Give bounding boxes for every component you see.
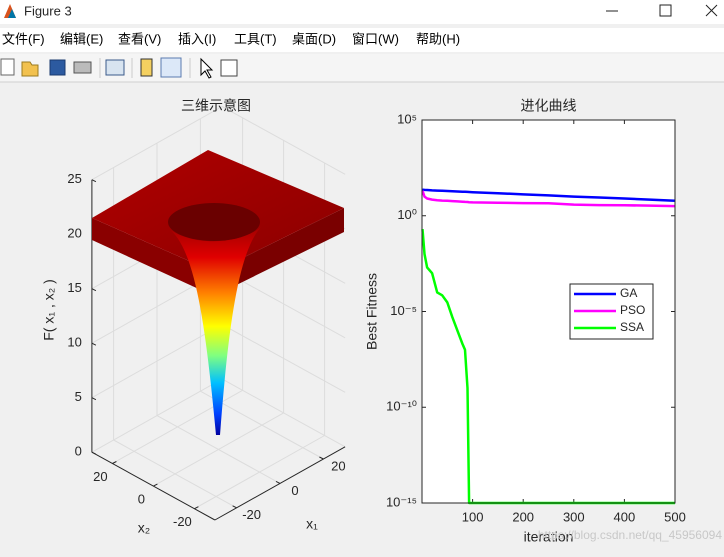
x-tick-label: 20	[331, 458, 345, 473]
x-tick-label: 500	[664, 509, 686, 524]
maximize-button[interactable]	[659, 4, 672, 17]
y-grid-line	[194, 435, 325, 510]
menu-item[interactable]: 帮助(H)	[416, 31, 460, 46]
surface-funnel	[168, 226, 262, 435]
series-line	[421, 190, 676, 208]
legend-label: GA	[620, 286, 637, 300]
title-bar	[0, 0, 724, 24]
charts: 100 200 300 400 500 10⁵ 10⁰ 10⁻⁵ 10⁻¹⁰ 10⁻¹⁵ GA PSO…	[364, 98, 686, 545]
app-icon	[4, 4, 16, 18]
close-button[interactable]	[705, 4, 718, 17]
z-tick-label: 0	[75, 444, 82, 459]
legend-label: PSO	[620, 303, 645, 317]
surface	[92, 150, 344, 435]
z-tick	[91, 288, 97, 292]
surface-edge	[214, 208, 344, 296]
z-tick	[91, 342, 97, 346]
menu-item[interactable]: 编辑(E)	[60, 31, 103, 46]
z-axis-label: F( x₁ , x₂ )	[41, 279, 57, 340]
x-tick	[319, 456, 324, 460]
y-tick	[112, 461, 117, 464]
save-button[interactable]	[49, 59, 66, 76]
x-axis-label: x₁	[306, 516, 318, 532]
y-tick	[194, 506, 199, 510]
x-tick-label: 0	[291, 483, 298, 498]
y-tick-label: 10⁻¹⁰	[386, 399, 417, 414]
x-tick-label: 300	[563, 509, 585, 524]
legend-label: SSA	[620, 320, 644, 334]
z-tick	[91, 451, 97, 455]
y-grid-line	[153, 412, 284, 487]
open-button[interactable]	[21, 61, 39, 77]
y-tick-label: -20	[173, 514, 192, 529]
chart-title: 进化曲线	[521, 98, 577, 114]
menu-item[interactable]: 工具(T)	[234, 31, 277, 46]
legend-button[interactable]	[160, 57, 182, 78]
x-tick	[232, 505, 237, 509]
menu-item[interactable]: 查看(V)	[118, 31, 161, 46]
menu-item[interactable]: 桌面(D)	[292, 31, 336, 46]
z-tick-label: 5	[75, 389, 82, 404]
z-tick	[91, 179, 97, 183]
z-tick-label: 20	[67, 226, 81, 241]
menu-item[interactable]: 文件(F)	[2, 31, 45, 46]
legend: GA PSO SSA	[569, 283, 654, 340]
z-tick	[91, 397, 97, 401]
surface-hole	[168, 203, 260, 241]
x-tick-label: -20	[242, 507, 261, 522]
y-tick-label: 10⁻⁵	[390, 303, 417, 318]
series-line	[422, 188, 676, 203]
surface-edge	[92, 218, 214, 296]
y-tick-label: 20	[93, 469, 107, 484]
y-tick-label: 10⁻¹⁵	[386, 494, 417, 509]
z-tick-label: 10	[67, 335, 81, 350]
menu-bar	[0, 28, 724, 52]
y-axis-label: x₂	[138, 520, 150, 536]
z-tick-label: 25	[67, 171, 81, 186]
x-tick-label: 200	[512, 509, 534, 524]
x-tick	[275, 480, 281, 484]
new-figure-button[interactable]	[0, 58, 15, 76]
window-title: Figure 3	[24, 3, 72, 18]
y-tick-label: 10⁰	[397, 207, 417, 222]
watermark: https://blog.csdn.net/qq_45956094	[538, 528, 722, 542]
x-tick-label: 400	[614, 509, 636, 524]
window-controls[interactable]	[606, 4, 718, 17]
x-axis-label: iteration	[524, 529, 574, 545]
plot-frame	[421, 119, 676, 504]
z-tick-label: 15	[67, 280, 81, 295]
y-tick-label: 10⁵	[397, 111, 417, 126]
print-button[interactable]	[73, 61, 92, 74]
colorbar-button[interactable]	[140, 58, 153, 77]
toolbar-icons[interactable]	[0, 57, 238, 79]
y-tick	[153, 483, 158, 487]
line-chart: 100 200 300 400 500 10⁵ 10⁰ 10⁻⁵ 10⁻¹⁰ 10⁻¹⁵ GA PSO…	[364, 98, 686, 545]
property-inspector-button[interactable]	[220, 59, 238, 77]
chart-title: 三维示意图	[181, 98, 251, 114]
menu: 文件(F) 编辑(E) 查看(V) 插入(I) 工具(T) 桌面(D) 窗口(W) 帮助(H)	[2, 31, 460, 46]
y-tick-label: 0	[138, 492, 145, 507]
menu-item[interactable]: 插入(I)	[178, 31, 216, 46]
y-axis-label: Best Fitness	[364, 273, 380, 350]
link-plot-button[interactable]	[105, 59, 125, 76]
menu-item[interactable]: 窗口(W)	[352, 31, 399, 46]
x-tick-label: 100	[462, 509, 484, 524]
edit-plot-button[interactable]	[200, 57, 214, 79]
